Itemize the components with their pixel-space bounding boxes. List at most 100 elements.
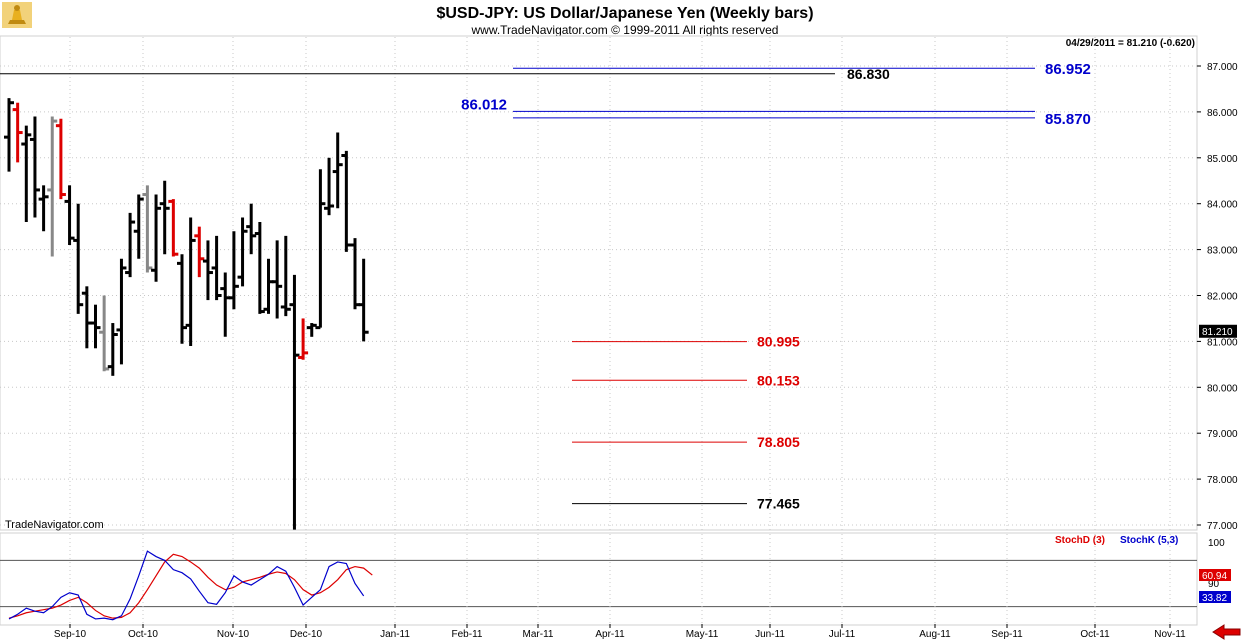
price-tick-label: 87.000: [1207, 62, 1238, 73]
last-price-marker: [1199, 324, 1237, 338]
stoch-legend-entry: StochK (5,3): [1120, 535, 1178, 546]
x-tick-label: Mar-11: [523, 629, 554, 640]
ohlc-bar: [254, 222, 265, 314]
last-price-label: 81.210: [1202, 327, 1233, 338]
ohlc-bar: [341, 150, 352, 252]
ohlc-bar: [12, 102, 23, 163]
level-label: 86.830: [847, 66, 890, 82]
x-tick-label: Nov-10: [217, 629, 250, 640]
x-axis: Sep-10 Oct-10 Nov-10 Dec-10 Jan-11 Feb-11 Mar-…: [54, 624, 1186, 640]
ohlc-bar: [81, 286, 92, 349]
ohlc-bar: [90, 304, 101, 349]
x-tick-label: Dec-10: [290, 629, 323, 640]
ohlc-bar: [168, 199, 179, 257]
level-label: 85.870: [1045, 111, 1091, 128]
x-tick-label: Oct-11: [1080, 629, 1110, 640]
ohlc-bar: [220, 272, 231, 337]
price-tick-label: 86.000: [1207, 108, 1238, 119]
x-tick-label: Nov-11: [1154, 629, 1186, 640]
ohlc-bar: [107, 323, 118, 376]
title-logo-icon: [2, 2, 32, 28]
stoch-legend-entry: StochD (3): [1055, 535, 1105, 546]
price-tick-label: 82.000: [1207, 292, 1238, 303]
ohlc-bar: [99, 295, 110, 372]
stoch-tick-label: 90: [1208, 579, 1220, 590]
x-tick-label: May-11: [686, 629, 719, 640]
ohlc-bar: [263, 258, 274, 314]
stochk-value: 33.82: [1202, 593, 1227, 604]
ohlc-bar: [38, 185, 49, 232]
x-tick-label: Sep-11: [991, 629, 1023, 640]
ohlc-bar: [47, 116, 58, 257]
stoch-lines: [8, 550, 373, 621]
price-tick-label: 77.000: [1207, 521, 1238, 532]
ohlc-bar: [202, 240, 213, 301]
ohlc-bar: [237, 217, 248, 287]
price-tick-label: 80.000: [1207, 383, 1238, 394]
x-tick-label: Sep-10: [54, 629, 87, 640]
level-label: 78.805: [757, 434, 800, 450]
x-tick-label: Oct-10: [128, 629, 158, 640]
ohlc-bar: [116, 258, 127, 365]
ohlc-bar: [185, 217, 196, 346]
price-tick-label: 83.000: [1207, 246, 1238, 257]
x-tick-label: Jun-11: [755, 629, 785, 640]
ohlc-bar: [350, 238, 360, 310]
ohlc-bar: [151, 194, 162, 282]
chart-subtitle: www.TradeNavigator.com © 1999-2011 All r…: [471, 23, 779, 37]
x-tick-label: Aug-11: [919, 629, 951, 640]
price-tick-label: 85.000: [1207, 154, 1238, 165]
ohlc-bar: [133, 194, 144, 259]
level-label: 86.952: [1045, 61, 1091, 78]
level-label: 80.995: [757, 334, 800, 350]
ohlc-bar: [228, 231, 239, 310]
ohlc-bar: [159, 180, 170, 255]
x-tick-label: Jan-11: [380, 629, 410, 640]
price-tick-label: 81.000: [1207, 337, 1238, 348]
ohlc-bar: [315, 169, 326, 330]
ohlc-bar: [306, 323, 317, 337]
ohlc-bar: [73, 203, 84, 314]
stochk-value-box: [1199, 591, 1231, 603]
level-label: 80.153: [757, 372, 800, 388]
ohlc-bar: [142, 185, 153, 273]
price-tick-label: 78.000: [1207, 475, 1238, 486]
ohlc-bar: [280, 235, 291, 317]
ohlc-bar: [324, 157, 335, 216]
price-tick-label: 84.000: [1207, 200, 1238, 211]
ohlc-bar: [272, 240, 283, 319]
watermark: TradeNavigator.com: [5, 519, 104, 531]
stoch-series-line: [8, 553, 373, 619]
ohlc-bar: [246, 203, 257, 255]
ohlc-bar: [298, 318, 309, 360]
level-label: 77.465: [757, 496, 800, 512]
x-tick-label: Jul-11: [829, 629, 856, 640]
price-panel: 87.000 86.000 85.000 84.000 83.000 82.000 81.0…: [0, 35, 1238, 532]
ohlc-bar: [177, 254, 187, 344]
ohlc-bar: [21, 125, 32, 223]
last-quote-label: 04/29/2011 = 81.210 (-0.620): [1066, 38, 1195, 49]
price-tick-label: 79.000: [1207, 429, 1238, 440]
ohlc-bar: [125, 212, 136, 278]
chart-title: $USD-JPY: US Dollar/Japanese Yen (Weekly…: [436, 5, 813, 22]
level-label: 86.012: [461, 96, 507, 113]
ohlc-bars: [4, 98, 369, 530]
x-tick-label: Apr-11: [595, 629, 625, 640]
stochd-value-box: [1199, 569, 1231, 581]
ohlc-bar: [64, 185, 75, 246]
ohlc-bar: [211, 235, 222, 301]
levels-layer: 86.952 86.830 86.012 85.870 80.995 80.153 78.8…: [0, 61, 1091, 512]
scroll-left-arrow-icon[interactable]: [1212, 624, 1241, 640]
ohlc-bar: [194, 226, 205, 278]
ohlc-bar: [55, 118, 66, 200]
stochd-value: 60.94: [1202, 571, 1227, 582]
stoch-tick-label: 100: [1208, 538, 1225, 549]
ohlc-bar: [289, 274, 300, 530]
x-tick-label: Feb-11: [452, 629, 483, 640]
ohlc-bar: [4, 98, 14, 172]
price-axis: 87.000 86.000 85.000 84.000 83.000 82.000 81.0…: [1197, 62, 1238, 532]
stoch-series-line: [8, 550, 365, 621]
